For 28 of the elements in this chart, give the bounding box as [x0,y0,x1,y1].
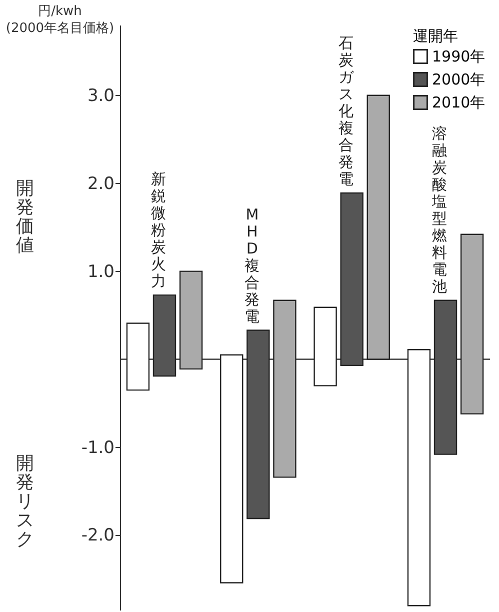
legend-label: 2010年 [432,94,486,112]
x-tick-label: MHD複合発電 [244,205,260,326]
y-tick-label: 3.0 [87,86,114,106]
bar [273,300,296,478]
y-tick-label: -2.0 [81,526,114,546]
bar [179,270,203,370]
bar [246,330,270,520]
bar [220,354,244,584]
legend-label: 1990年 [432,48,486,66]
category-label: 石炭ガス化複合発電 [338,34,354,188]
y-axis-title: 円/kwh (2000年名目価格) [6,4,114,36]
bar [366,94,390,360]
bar [434,300,458,455]
bar [152,294,176,377]
bar [407,349,431,606]
text: 開発価値 [16,178,34,256]
y-tick-label: 1.0 [87,262,114,282]
bar [340,192,364,366]
legend-title: 運開年 [413,27,458,45]
category-label: 溶融炭酸塩型燃料電池 [432,124,448,296]
text: 開発リスク [16,452,34,550]
legend-label: 2000年 [432,70,486,88]
y-tick-label: 2.0 [87,174,114,194]
bar [126,322,150,391]
bar [460,234,484,414]
bar [314,306,337,386]
y-tick-label: -1.0 [81,438,114,458]
x-tick-label: 新鋭微粉炭火力 [150,170,166,290]
